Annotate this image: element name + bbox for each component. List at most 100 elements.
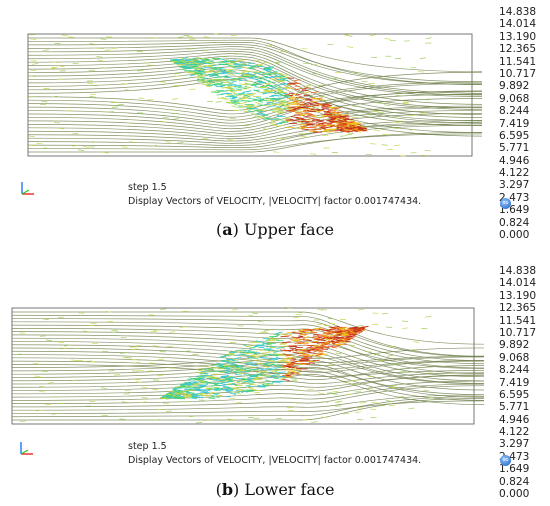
velocity-vector	[291, 339, 301, 341]
velocity-vector	[238, 97, 246, 100]
velocity-vector	[190, 392, 200, 396]
velocity-vector	[309, 129, 317, 131]
velocity-vector	[295, 112, 304, 115]
velocity-vector	[224, 87, 233, 90]
streamline	[27, 55, 483, 109]
velocity-vector	[222, 386, 232, 389]
velocity-vector	[302, 418, 309, 421]
velocity-vector	[335, 352, 342, 355]
velocity-vector	[409, 129, 416, 131]
velocity-vector	[287, 371, 295, 373]
velocity-vector	[156, 408, 163, 411]
velocity-vector	[245, 390, 252, 393]
velocity-vector	[425, 98, 432, 101]
legend-value: 9.892	[499, 339, 530, 352]
velocity-vector	[318, 328, 325, 332]
velocity-vector	[191, 397, 198, 400]
velocity-vector	[270, 121, 277, 124]
velocity-vector	[317, 339, 326, 342]
velocity-vector	[328, 118, 336, 121]
velocity-vector	[253, 378, 263, 381]
velocity-vector	[338, 119, 344, 122]
velocity-vector	[187, 48, 194, 50]
velocity-vector	[202, 49, 209, 51]
velocity-vector	[338, 327, 348, 330]
velocity-vector	[229, 391, 236, 393]
velocity-vector	[245, 362, 253, 366]
velocity-vector	[247, 356, 254, 359]
velocity-vector	[273, 377, 280, 380]
streamline	[27, 44, 483, 85]
velocity-vector	[227, 64, 236, 68]
velocity-vector	[268, 350, 278, 353]
velocity-vector	[185, 392, 195, 394]
velocity-vector	[273, 124, 280, 127]
velocity-vector	[403, 40, 410, 42]
velocity-vector	[89, 400, 96, 403]
axes-icon	[21, 182, 34, 195]
velocity-vector	[345, 393, 352, 396]
velocity-vector	[297, 350, 304, 353]
velocity-vector	[231, 386, 240, 389]
velocity-vector	[262, 73, 271, 75]
streamline	[11, 334, 485, 369]
legend-value: 0.000	[499, 229, 530, 242]
velocity-vector	[220, 355, 227, 358]
velocity-vector	[104, 49, 111, 51]
velocity-vector	[89, 95, 96, 98]
velocity-vector	[275, 331, 283, 335]
velocity-vector	[212, 395, 220, 398]
velocity-vector	[245, 86, 252, 89]
scale-badge-icon[interactable]: oo	[500, 198, 511, 209]
velocity-vector	[303, 94, 310, 97]
velocity-vector	[244, 69, 251, 73]
velocity-vector	[205, 73, 214, 76]
velocity-vector	[274, 369, 281, 372]
velocity-vector	[229, 117, 236, 120]
velocity-vector	[325, 124, 334, 127]
velocity-vector	[402, 327, 409, 329]
velocity-vector	[281, 103, 291, 107]
velocity-vector	[327, 336, 336, 339]
velocity-vector	[247, 94, 255, 97]
velocity-vector	[273, 373, 280, 376]
velocity-vector	[227, 72, 236, 76]
velocity-vector	[323, 346, 330, 349]
velocity-vector	[310, 100, 319, 103]
velocity-vector	[28, 135, 35, 138]
velocity-vector	[174, 72, 181, 75]
velocity-vector	[44, 403, 51, 406]
velocity-vector	[291, 119, 301, 122]
streamline	[27, 132, 483, 153]
velocity-vector	[322, 401, 329, 403]
velocity-vector	[303, 344, 312, 347]
velocity-vector	[223, 367, 230, 369]
velocity-vector	[297, 97, 307, 100]
velocity-vector	[296, 341, 305, 345]
velocity-vector	[276, 346, 286, 350]
velocity-vector	[209, 68, 218, 71]
scale-badge-icon[interactable]: oo	[500, 455, 511, 466]
velocity-vector	[29, 75, 36, 78]
velocity-vector	[227, 362, 234, 365]
velocity-vector	[189, 415, 196, 418]
velocity-vector	[330, 110, 336, 112]
velocity-vector	[137, 69, 144, 72]
velocity-vector	[254, 76, 262, 80]
step-label: step 1.5	[128, 182, 167, 193]
velocity-vector	[251, 77, 259, 81]
velocity-vector	[36, 142, 43, 145]
velocity-vector	[257, 320, 264, 322]
velocity-vector	[97, 59, 104, 62]
velocity-vector	[268, 346, 275, 349]
velocity-vector	[351, 130, 358, 133]
velocity-vector	[290, 355, 297, 359]
velocity-vector	[248, 374, 257, 377]
velocity-vector	[292, 93, 299, 95]
velocity-vector	[239, 61, 246, 64]
velocity-vector	[332, 390, 339, 393]
velocity-vector	[347, 46, 354, 48]
velocity-vector	[341, 114, 348, 117]
streamline	[11, 354, 485, 398]
velocity-vector	[185, 58, 194, 62]
